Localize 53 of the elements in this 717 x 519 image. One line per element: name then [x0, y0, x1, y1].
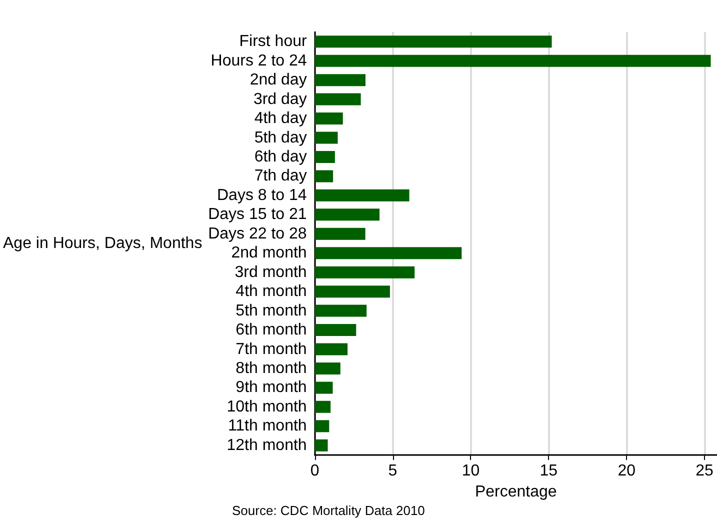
y-tick-label: 5th day: [254, 129, 307, 146]
bar: [314, 247, 462, 260]
bar: [314, 228, 366, 240]
x-tick-label: 5: [388, 462, 398, 480]
y-tick-label: 11th month: [228, 418, 307, 435]
bar: [314, 286, 390, 298]
y-tick-label: 10th month: [226, 398, 307, 416]
y-tick-label: 4th day: [254, 110, 307, 128]
bar: [314, 208, 380, 221]
y-tick-label: 5th month: [236, 302, 307, 320]
y-tick-label: 8th month: [236, 360, 307, 377]
source-note: Source: CDC Mortality Data 2010: [232, 503, 425, 518]
y-tick-label: 7th month: [236, 340, 307, 358]
y-tick-label: 2nd month: [231, 244, 307, 262]
bar: [314, 54, 711, 67]
x-tick-label: 0: [310, 462, 320, 480]
bar: [314, 266, 415, 278]
y-tick-label: 6th month: [236, 322, 307, 339]
bar: [314, 324, 356, 336]
y-tick-label: 3rd day: [253, 90, 307, 108]
x-axis-title: Percentage: [474, 483, 557, 500]
x-tick-label: 15: [540, 462, 558, 480]
bar: [314, 304, 367, 317]
y-tick-label: Days 22 to 28: [208, 225, 307, 242]
bar: [314, 36, 552, 48]
y-tick-label: 4th month: [236, 283, 307, 300]
y-tick-label: 3rd month: [234, 264, 307, 281]
bar: [314, 343, 348, 356]
y-tick-label: 12th month: [226, 436, 307, 454]
bar: [314, 189, 410, 202]
bar: [314, 93, 361, 106]
bar: [314, 362, 340, 374]
bar: [314, 74, 366, 86]
bar: [314, 150, 335, 163]
y-axis-title: Age in Hours, Days, Months: [2, 235, 202, 252]
bar: [314, 420, 330, 432]
y-tick-label: 7th day: [254, 168, 307, 185]
bar: [314, 170, 334, 182]
bar: [314, 132, 338, 144]
y-tick-label: Days 15 to 21: [208, 206, 307, 224]
x-tick-label: 10: [462, 462, 480, 480]
bar: [314, 400, 331, 413]
bar: [314, 112, 343, 125]
y-tick-label: Hours 2 to 24: [210, 52, 307, 70]
bar: [314, 382, 333, 394]
y-tick-label: Days 8 to 14: [216, 186, 307, 204]
y-tick-label: 2nd day: [250, 72, 307, 89]
y-tick-label: 6th day: [254, 148, 307, 166]
x-tick-label: 25: [696, 462, 714, 480]
y-tick-label: 9th month: [236, 379, 307, 396]
y-tick-label: First hour: [239, 33, 308, 50]
x-tick-label: 20: [618, 462, 636, 480]
bar: [314, 439, 328, 452]
